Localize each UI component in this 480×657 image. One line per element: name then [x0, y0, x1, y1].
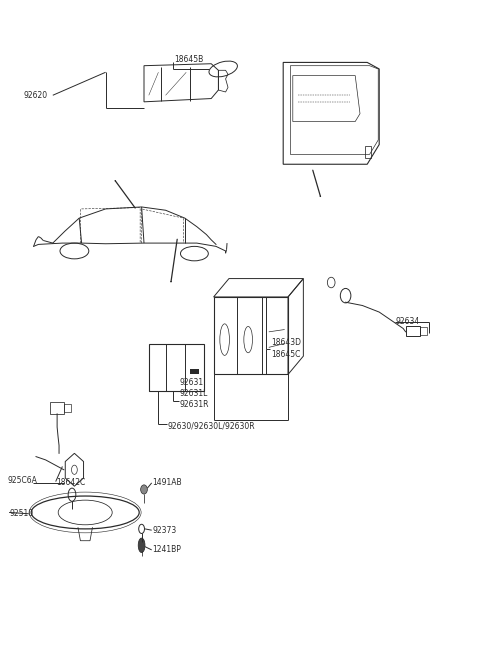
Text: 92510: 92510 — [10, 509, 34, 518]
Text: 92631R: 92631R — [180, 400, 209, 409]
Bar — [50, 402, 64, 414]
Text: 92373: 92373 — [153, 526, 177, 535]
Text: 92620: 92620 — [24, 91, 48, 100]
Text: 92631: 92631 — [180, 378, 204, 387]
Ellipse shape — [141, 485, 147, 494]
Text: 92631L: 92631L — [180, 389, 208, 398]
Bar — [365, 146, 371, 158]
Bar — [406, 326, 420, 336]
Bar — [149, 344, 204, 391]
Bar — [64, 404, 71, 412]
Text: 18642C: 18642C — [57, 478, 86, 487]
Bar — [420, 327, 427, 335]
Text: 18645B: 18645B — [174, 55, 204, 64]
Text: 1491AB: 1491AB — [153, 478, 182, 487]
Text: 18643D: 18643D — [271, 338, 301, 348]
Ellipse shape — [138, 538, 145, 553]
Text: 92634: 92634 — [396, 317, 420, 327]
Text: 92630/92630L/92630R: 92630/92630L/92630R — [168, 421, 256, 430]
Text: 1241BP: 1241BP — [153, 545, 181, 555]
Bar — [190, 369, 199, 374]
Text: 18645C: 18645C — [271, 350, 300, 359]
Bar — [214, 297, 288, 374]
Text: 925C6A: 925C6A — [8, 476, 37, 486]
